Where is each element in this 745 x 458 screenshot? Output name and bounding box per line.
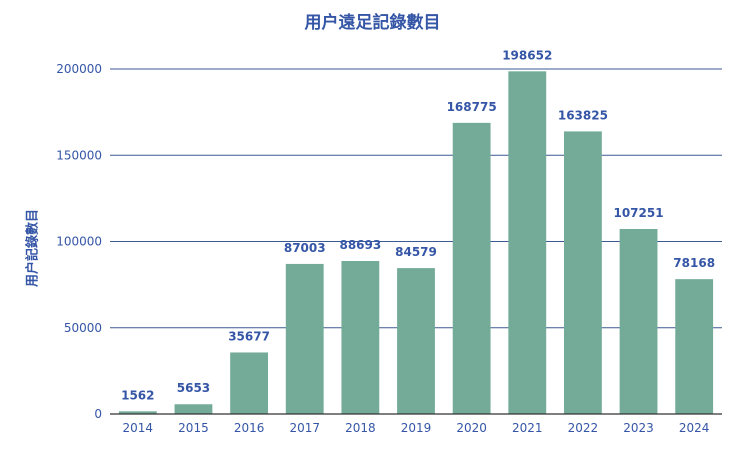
x-tick-label: 2014 <box>123 421 154 435</box>
data-label: 35677 <box>228 329 270 343</box>
bar <box>397 268 435 414</box>
y-tick-label: 200000 <box>56 62 102 76</box>
x-tick-label: 2016 <box>234 421 265 435</box>
x-tick-label: 2022 <box>568 421 599 435</box>
bar <box>230 352 269 414</box>
data-label: 107251 <box>613 206 663 220</box>
bar <box>675 279 714 414</box>
data-label: 163825 <box>558 108 608 122</box>
y-tick-label: 50000 <box>64 321 102 335</box>
bar <box>341 261 380 414</box>
x-tick-label: 2023 <box>623 421 654 435</box>
x-tick-label: 2017 <box>289 421 320 435</box>
bar <box>174 404 213 414</box>
bar <box>619 228 658 414</box>
chart-title: 用户遠足記錄數目 <box>304 13 441 33</box>
data-label: 84579 <box>395 245 437 259</box>
y-tick-label: 0 <box>94 407 102 421</box>
bar <box>452 122 491 414</box>
x-tick-label: 2024 <box>679 421 710 435</box>
data-label: 198652 <box>502 48 552 62</box>
y-tick-label: 100000 <box>56 235 102 249</box>
bar <box>118 411 157 414</box>
data-label: 168775 <box>447 100 497 114</box>
x-tick-label: 2021 <box>512 421 543 435</box>
x-tick-label: 2019 <box>401 421 432 435</box>
data-label: 5653 <box>177 381 210 395</box>
bar <box>508 71 547 414</box>
x-tick-label: 2018 <box>345 421 376 435</box>
data-label: 78168 <box>673 256 715 270</box>
bar <box>563 131 602 415</box>
x-tick-label: 2015 <box>178 421 209 435</box>
x-tick-label: 2020 <box>456 421 487 435</box>
data-label: 87003 <box>284 241 326 255</box>
data-label: 88693 <box>339 238 381 252</box>
bar <box>285 263 324 414</box>
data-label: 1562 <box>121 388 154 402</box>
y-tick-label: 150000 <box>56 148 102 162</box>
